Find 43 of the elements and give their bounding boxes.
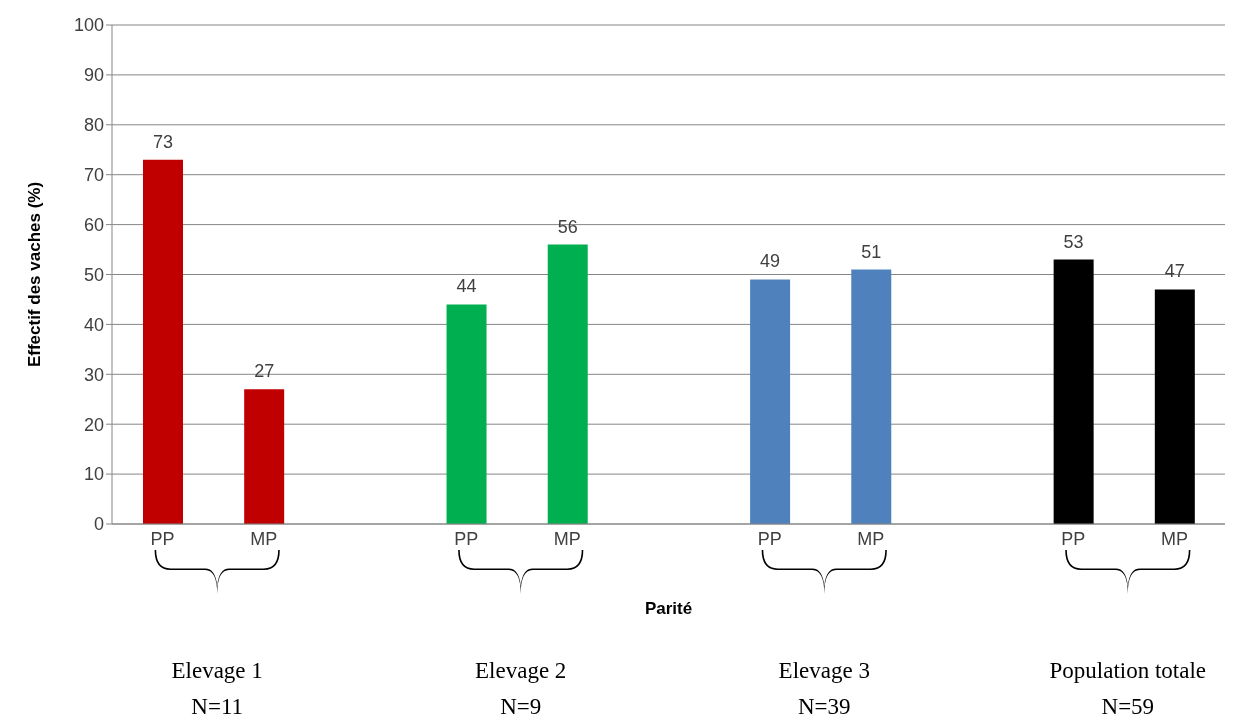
y-axis-title: Effectif des vaches (%) (25, 181, 45, 368)
text: Elevage 2 (474, 658, 568, 684)
y-tick-label: 80 (83, 115, 104, 136)
x-tick-label: PP (1061, 528, 1086, 549)
bar (547, 244, 588, 524)
y-tick-label: 60 (83, 214, 104, 235)
bar (143, 159, 183, 524)
data-label: 73 (152, 131, 174, 152)
text: Elevage 1 (170, 658, 264, 684)
data-label: 27 (254, 361, 275, 382)
data-label: 44 (456, 276, 477, 297)
bar (750, 279, 791, 524)
bar (244, 389, 285, 524)
y-tick-label: 40 (83, 314, 104, 335)
y-tick-label: 20 (83, 414, 104, 435)
y-tick-label: 10 (83, 464, 104, 485)
x-tick-label: MP (857, 528, 885, 549)
bar (1053, 259, 1094, 524)
y-tick-label: 100 (73, 15, 104, 36)
y-tick-label: 30 (83, 364, 104, 385)
x-tick-label: MP (1160, 528, 1188, 549)
data-label: 49 (760, 251, 781, 272)
text: N=11 (190, 694, 245, 720)
text: Elevage 3 (777, 658, 871, 684)
x-tick-label: PP (757, 528, 782, 549)
x-tick-label: MP (553, 528, 581, 549)
x-tick-label: PP (150, 528, 175, 549)
y-tick-label: 90 (83, 65, 104, 86)
text: N=59 (1100, 694, 1156, 720)
text: N=39 (796, 694, 852, 720)
text: N=9 (499, 694, 543, 720)
data-label: 53 (1063, 231, 1084, 252)
bar (1154, 289, 1195, 524)
x-tick-label: MP (250, 528, 278, 549)
y-tick-label: 70 (83, 165, 104, 186)
bar (851, 269, 892, 524)
y-tick-label: 0 (93, 514, 104, 535)
y-tick-label: 50 (83, 264, 104, 285)
bar (446, 304, 487, 524)
x-axis-title: Parité (644, 599, 693, 618)
x-tick-label: PP (454, 528, 479, 549)
text: Population totale (1048, 658, 1208, 684)
data-label: 51 (861, 241, 882, 262)
